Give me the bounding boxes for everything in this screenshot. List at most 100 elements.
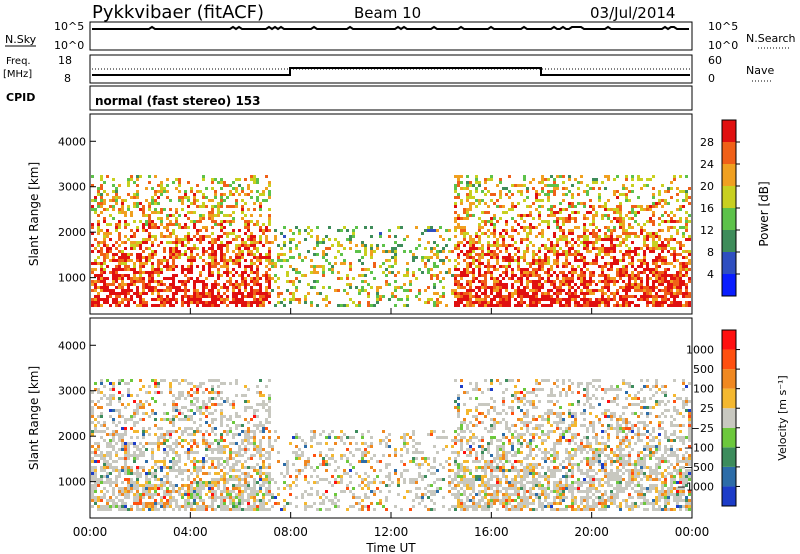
heatmap-cell [223,265,226,268]
heatmap-cell [679,271,682,274]
heatmap-cell [220,193,223,196]
heatmap-cell [97,484,100,487]
heatmap-cell [652,250,655,253]
heatmap-cell [145,475,148,478]
heatmap-cell [274,439,277,442]
heatmap-cell [262,424,265,427]
heatmap-cell [346,292,349,295]
heatmap-cell [478,223,481,226]
heatmap-cell [304,442,307,445]
heatmap-cell [175,274,178,277]
heatmap-cell [316,241,319,244]
heatmap-cell [202,505,205,508]
heatmap-cell [151,199,154,202]
heatmap-cell [496,253,499,256]
heatmap-cell [121,268,124,271]
heatmap-cell [199,217,202,220]
heatmap-cell [97,496,100,499]
heatmap-cell [658,274,661,277]
heatmap-cell [121,505,124,508]
heatmap-cell [97,505,100,508]
heatmap-cell [247,466,250,469]
heatmap-cell [292,292,295,295]
heatmap-cell [526,262,529,265]
heatmap-cell [619,295,622,298]
heatmap-cell [601,205,604,208]
heatmap-cell [511,259,514,262]
heatmap-cell [493,298,496,301]
heatmap-cell [148,277,151,280]
heatmap-cell [595,289,598,292]
heatmap-cell [256,256,259,259]
heatmap-cell [238,283,241,286]
heatmap-cell [103,238,106,241]
heatmap-cell [574,268,577,271]
heatmap-cell [415,226,418,229]
heatmap-cell [328,481,331,484]
heatmap-cell [115,424,118,427]
heatmap-cell [163,256,166,259]
heatmap-cell [607,268,610,271]
heatmap-cell [151,280,154,283]
heatmap-cell [334,289,337,292]
heatmap-cell [637,289,640,292]
heatmap-cell [304,460,307,463]
heatmap-cell [265,457,268,460]
heatmap-cell [181,439,184,442]
heatmap-cell [136,202,139,205]
heatmap-cell [262,298,265,301]
heatmap-cell [283,487,286,490]
heatmap-cell [244,460,247,463]
heatmap-cell [178,286,181,289]
heatmap-cell [607,286,610,289]
heatmap-cell [205,226,208,229]
heatmap-cell [262,199,265,202]
heatmap-cell [592,280,595,283]
heatmap-cell [208,211,211,214]
heatmap-cell [103,493,106,496]
heatmap-cell [664,298,667,301]
heatmap-cell [187,259,190,262]
heatmap-cell [229,508,232,511]
heatmap-cell [517,232,520,235]
heatmap-cell [529,301,532,304]
heatmap-cell [268,301,271,304]
heatmap-cell [196,406,199,409]
heatmap-cell [154,175,157,178]
heatmap-cell [505,268,508,271]
heatmap-cell [538,268,541,271]
heatmap-cell [214,283,217,286]
heatmap-cell [364,253,367,256]
heatmap-cell [121,211,124,214]
heatmap-cell [565,256,568,259]
heatmap-cell [574,256,577,259]
heatmap-cell [148,220,151,223]
heatmap-cell [211,286,214,289]
heatmap-cell [265,475,268,478]
heatmap-cell [202,193,205,196]
heatmap-cell [574,259,577,262]
heatmap-cell [100,454,103,457]
heatmap-cell [610,241,613,244]
heatmap-cell [148,223,151,226]
heatmap-cell [244,487,247,490]
heatmap-cell [232,301,235,304]
heatmap-cell [178,238,181,241]
heatmap-cell [187,235,190,238]
heatmap-cell [244,472,247,475]
heatmap-cell [148,217,151,220]
heatmap-cell [460,217,463,220]
heatmap-cell [583,283,586,286]
heatmap-cell [616,304,619,307]
heatmap-cell [199,409,202,412]
heatmap-cell [178,280,181,283]
heatmap-cell [247,400,250,403]
heatmap-cell [142,205,145,208]
heatmap-cell [325,454,328,457]
heatmap-cell [130,487,133,490]
heatmap-cell [226,274,229,277]
heatmap-cell [247,481,250,484]
heatmap-cell [247,274,250,277]
heatmap-cell [163,457,166,460]
heatmap-cell [112,490,115,493]
